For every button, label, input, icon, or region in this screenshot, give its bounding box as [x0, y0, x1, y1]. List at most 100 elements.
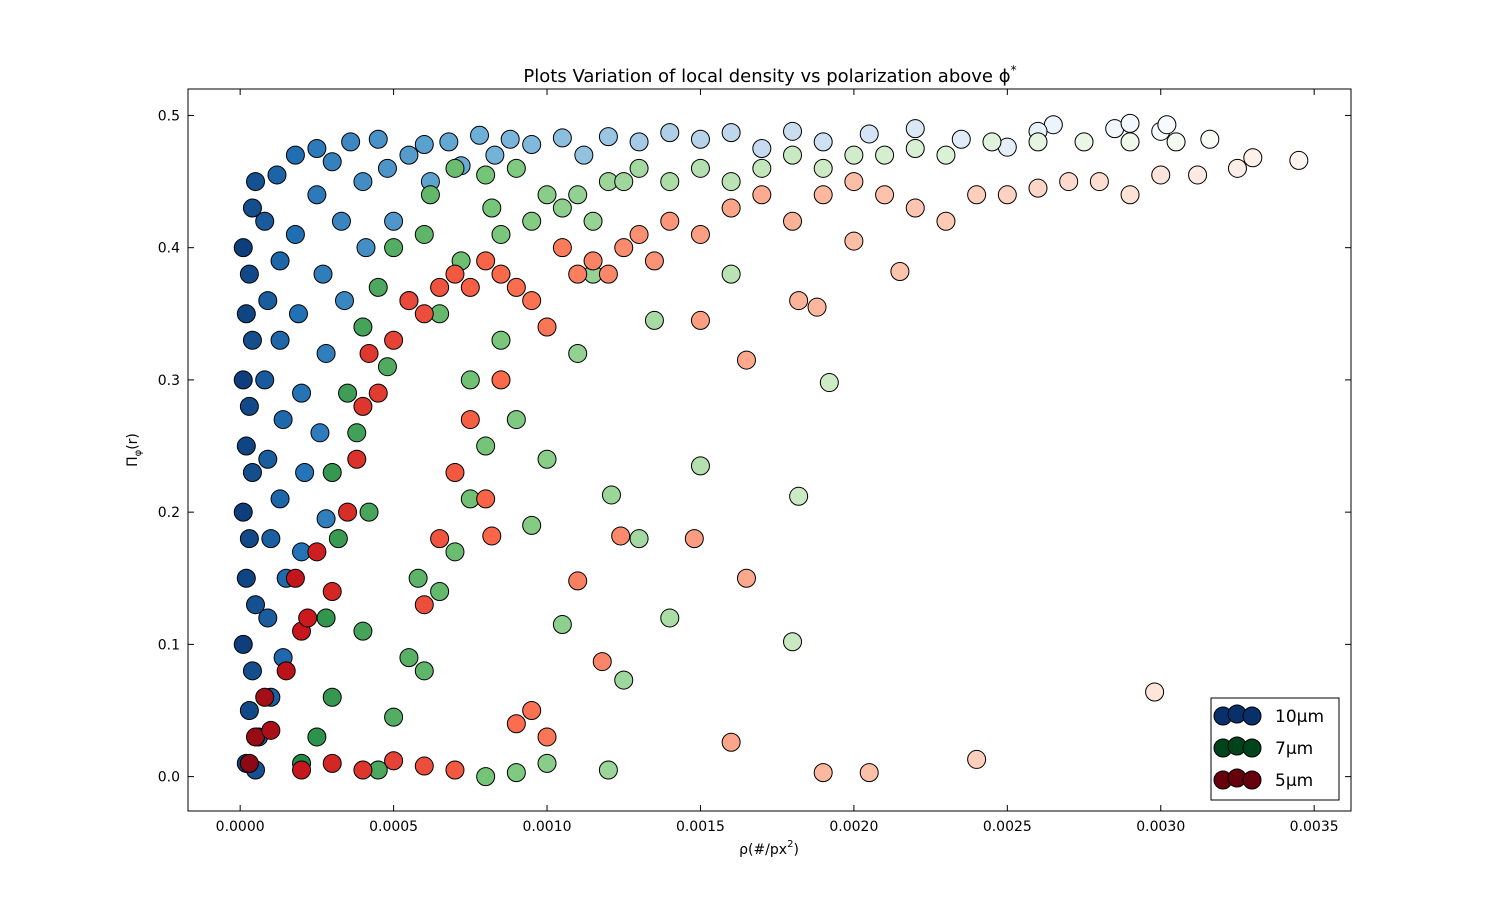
data-point: [629, 529, 649, 549]
data-point: [506, 277, 526, 297]
data-point: [258, 608, 278, 628]
data-point: [568, 264, 588, 284]
data-point: [813, 158, 833, 178]
data-point: [506, 158, 526, 178]
data-point: [1151, 165, 1171, 185]
x-tick-label: 0.0005: [369, 819, 418, 835]
data-point: [997, 185, 1017, 205]
data-point: [414, 304, 434, 324]
data-point: [1200, 129, 1220, 149]
data-point: [258, 291, 278, 311]
data-point: [430, 277, 450, 297]
data-point: [522, 515, 542, 535]
data-point: [255, 370, 275, 390]
points-layer: [233, 113, 1309, 787]
data-point: [482, 198, 502, 218]
data-point: [414, 756, 434, 776]
data-point: [660, 123, 680, 143]
data-point: [721, 172, 741, 192]
x-axis-label: ρ(#/px2): [739, 839, 799, 858]
data-point: [506, 714, 526, 734]
data-point: [721, 264, 741, 284]
data-point: [506, 763, 526, 783]
data-point: [414, 224, 434, 244]
data-point: [255, 211, 275, 231]
data-point: [1227, 158, 1247, 178]
data-point: [476, 165, 496, 185]
legend-label: 10µm: [1275, 707, 1324, 727]
data-point: [460, 410, 480, 430]
x-tick-label: 0.0035: [1290, 819, 1339, 835]
data-point: [331, 211, 351, 231]
data-point: [482, 526, 502, 546]
data-point: [276, 661, 296, 681]
data-point: [601, 485, 621, 505]
data-point: [1089, 172, 1109, 192]
data-point: [1145, 682, 1165, 702]
data-point: [295, 462, 315, 482]
data-point: [1289, 150, 1309, 170]
data-point: [233, 502, 253, 522]
data-point: [353, 172, 373, 192]
data-point: [1028, 132, 1048, 152]
data-point: [470, 125, 490, 145]
data-point: [789, 486, 809, 506]
data-point: [316, 608, 336, 628]
data-point: [399, 291, 419, 311]
data-point: [273, 410, 293, 430]
data-point: [347, 423, 367, 443]
data-point: [328, 529, 348, 549]
data-point: [1166, 132, 1186, 152]
data-point: [721, 732, 741, 752]
data-point: [629, 158, 649, 178]
data-point: [859, 763, 879, 783]
data-point: [236, 304, 256, 324]
data-point: [644, 251, 664, 271]
data-point: [242, 198, 262, 218]
data-point: [660, 608, 680, 628]
legend-entry-10um: 10µm: [1213, 704, 1324, 727]
legend-entry-5um: 5µm: [1213, 768, 1313, 791]
data-point: [239, 753, 259, 773]
data-point: [368, 383, 388, 403]
data-point: [261, 529, 281, 549]
data-point: [430, 581, 450, 601]
data-point: [307, 139, 327, 159]
data-point: [500, 129, 520, 149]
y-tick-label: 0.2: [158, 505, 180, 521]
x-tick-label: 0.0010: [523, 819, 572, 835]
data-point: [807, 297, 827, 317]
data-point: [537, 185, 557, 205]
data-point: [598, 760, 618, 780]
data-point: [368, 277, 388, 297]
data-point: [316, 343, 336, 363]
data-point: [285, 145, 305, 165]
data-point: [690, 158, 710, 178]
data-point: [384, 707, 404, 727]
data-point: [384, 211, 404, 231]
data-point: [298, 608, 318, 628]
data-point: [460, 370, 480, 390]
data-point: [491, 330, 511, 350]
data-point: [690, 456, 710, 476]
data-point: [322, 152, 342, 172]
data-point: [341, 132, 361, 152]
data-point: [614, 172, 634, 192]
x-axis: 0.0000 0.0005 0.0010 0.0015 0.0020 0.0025 0.00…: [216, 89, 1339, 835]
data-point: [1120, 185, 1140, 205]
data-point: [614, 670, 634, 690]
y-tick-label: 0.0: [158, 770, 180, 786]
data-point: [353, 396, 373, 416]
data-point: [611, 526, 631, 546]
y-tick-label: 0.5: [158, 108, 180, 124]
data-point: [1028, 178, 1048, 198]
data-point: [568, 343, 588, 363]
data-point: [905, 139, 925, 159]
data-point: [338, 383, 358, 403]
data-point: [813, 132, 833, 152]
data-point: [752, 139, 772, 159]
data-point: [258, 449, 278, 469]
data-point: [522, 701, 542, 721]
legend-label: 7µm: [1275, 739, 1313, 759]
data-point: [285, 568, 305, 588]
